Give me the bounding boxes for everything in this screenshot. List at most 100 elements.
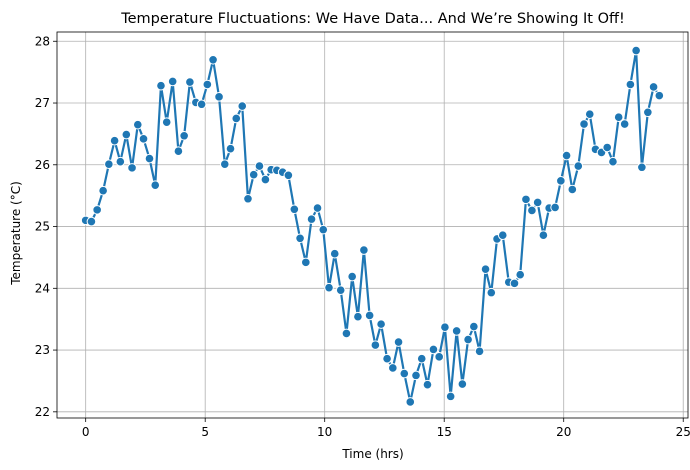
data-point xyxy=(602,142,613,153)
data-point xyxy=(353,311,363,322)
x-tick-label: 15 xyxy=(437,425,452,439)
data-point xyxy=(306,214,317,224)
grid xyxy=(57,32,688,418)
data-point xyxy=(567,184,578,195)
data-point xyxy=(521,194,531,205)
data-point xyxy=(619,119,630,129)
data-point xyxy=(451,326,462,336)
axis-ticks: 0 5 10 15 20 25 22 23 24 25 26 27 28 xyxy=(35,34,690,439)
data-point xyxy=(132,119,143,130)
data-point xyxy=(428,344,439,355)
data-point xyxy=(463,334,473,345)
data-point xyxy=(289,204,300,215)
data-point xyxy=(243,193,253,204)
x-axis-label: Time (hrs) xyxy=(341,447,403,461)
data-point xyxy=(364,310,375,321)
data-point xyxy=(579,119,589,129)
data-point xyxy=(393,337,404,347)
data-point xyxy=(86,216,97,227)
data-point xyxy=(260,174,271,185)
data-point xyxy=(219,159,230,169)
data-point xyxy=(167,76,178,87)
data-point xyxy=(411,370,421,381)
data-point xyxy=(144,153,155,164)
data-point xyxy=(312,203,323,213)
y-tick-label: 23 xyxy=(35,343,50,357)
data-point xyxy=(283,170,294,181)
x-tick-label: 0 xyxy=(82,425,90,439)
y-tick-label: 26 xyxy=(35,158,50,172)
data-point xyxy=(556,176,566,186)
data-point xyxy=(254,161,265,171)
y-axis-label: Temperature (°C) xyxy=(9,181,23,286)
data-point xyxy=(237,101,248,111)
data-point xyxy=(179,130,189,141)
data-point xyxy=(515,269,526,280)
data-point xyxy=(440,322,450,333)
data-point xyxy=(388,363,398,373)
data-point xyxy=(347,271,357,282)
data-point xyxy=(550,202,560,213)
data-point xyxy=(92,205,102,215)
data-point xyxy=(538,230,549,240)
data-point xyxy=(318,224,329,235)
data-point xyxy=(637,162,647,173)
data-point xyxy=(445,391,456,402)
data-point xyxy=(643,107,653,118)
data-point xyxy=(509,278,520,289)
y-tick-label: 22 xyxy=(35,405,50,419)
data-point xyxy=(532,197,543,208)
data-point xyxy=(625,79,636,90)
data-point xyxy=(202,79,213,90)
data-point xyxy=(329,248,340,259)
data-point xyxy=(527,205,537,216)
data-point xyxy=(474,346,485,357)
data-point xyxy=(405,397,416,407)
data-point xyxy=(497,230,508,240)
x-tick-label: 10 xyxy=(317,425,332,439)
y-tick-label: 25 xyxy=(35,220,50,234)
y-tick-label: 27 xyxy=(35,96,50,110)
data-point xyxy=(98,185,108,196)
series-layer xyxy=(80,45,665,407)
data-point xyxy=(486,287,497,298)
y-tick-label: 28 xyxy=(35,34,50,48)
chart-title: Temperature Fluctuations: We Have Data..… xyxy=(120,11,625,27)
data-point xyxy=(208,54,218,65)
data-point xyxy=(196,99,207,110)
data-point xyxy=(370,340,381,350)
data-point xyxy=(185,77,195,87)
data-point xyxy=(150,180,161,190)
plot-frame xyxy=(56,31,689,419)
data-point xyxy=(109,135,120,146)
data-point xyxy=(231,113,242,124)
data-point xyxy=(382,353,392,364)
data-point xyxy=(416,353,427,364)
data-point xyxy=(156,80,166,91)
data-point xyxy=(376,319,386,329)
data-point xyxy=(457,379,468,389)
data-point xyxy=(359,245,369,255)
data-point xyxy=(248,169,259,180)
data-point xyxy=(115,156,126,167)
data-point xyxy=(613,112,624,123)
data-point xyxy=(480,264,491,274)
data-point xyxy=(335,285,346,295)
data-point xyxy=(584,109,595,119)
data-point xyxy=(214,92,224,102)
data-point xyxy=(608,156,618,167)
data-point xyxy=(341,328,352,339)
data-point xyxy=(161,117,172,127)
x-tick-label: 20 xyxy=(556,425,571,439)
data-point xyxy=(648,82,659,92)
data-point xyxy=(225,143,236,154)
data-point xyxy=(654,90,665,101)
data-point xyxy=(399,368,410,379)
data-point xyxy=(104,159,114,169)
data-point xyxy=(173,146,184,156)
data-point xyxy=(434,352,444,362)
data-point xyxy=(301,257,311,268)
data-point xyxy=(573,161,584,171)
